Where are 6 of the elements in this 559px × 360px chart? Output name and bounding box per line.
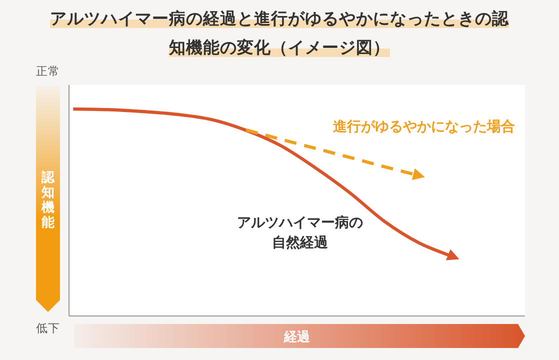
series-label: アルツハイマー病の自然経過 <box>236 214 364 253</box>
text: 正常 <box>36 64 60 78</box>
text: 低下 <box>36 321 60 335</box>
x-axis-title: 経過 <box>283 330 311 345</box>
series-label: 進行がゆるやかになった場合 <box>332 118 515 137</box>
y-axis-title: 認知機能 <box>40 170 56 230</box>
